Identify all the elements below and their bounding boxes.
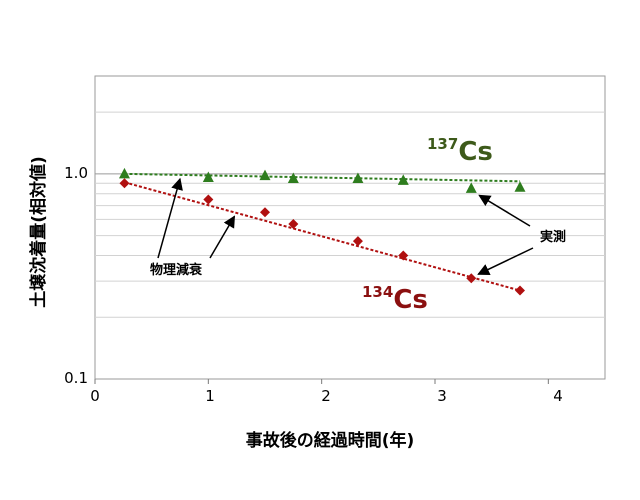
measured-arrow-137 bbox=[478, 194, 531, 227]
x-axis-title: 事故後の経過時間(年) bbox=[246, 430, 415, 451]
data-point-cs134 bbox=[398, 250, 409, 261]
series-label-cs134-element: Cs bbox=[393, 285, 428, 315]
data-point-cs134 bbox=[352, 236, 363, 247]
series-label-cs137-mass: 137 bbox=[427, 135, 458, 153]
y-tick-1.0: 1.0 bbox=[64, 164, 88, 182]
y-axis-title: 土壌沈着量(相対値) bbox=[28, 156, 49, 308]
series-label-cs137: 137Cs bbox=[427, 135, 493, 167]
x-tick-0: 0 bbox=[90, 387, 100, 405]
data-point-cs134 bbox=[288, 218, 299, 229]
physical-decay-label: 物理減衰 bbox=[150, 262, 203, 278]
data-point-cs134 bbox=[119, 178, 130, 189]
data-point-cs137 bbox=[202, 171, 214, 183]
data-point-cs137 bbox=[397, 174, 409, 185]
y-tick-0.1: 0.1 bbox=[64, 369, 88, 387]
physical-decay-arrow-137 bbox=[157, 177, 183, 259]
data-point-cs137 bbox=[514, 181, 526, 192]
tick-labels: 0 1 2 3 4 0.1 1.0 bbox=[64, 164, 563, 405]
annotations: 物理減衰 実測 bbox=[150, 229, 566, 278]
data-point-cs137 bbox=[259, 169, 271, 181]
data-point-cs134 bbox=[515, 285, 525, 296]
data-point-cs137 bbox=[118, 167, 130, 179]
data-point-cs137 bbox=[287, 172, 299, 183]
x-tick-1: 1 bbox=[205, 387, 215, 405]
fit-line-cs134 bbox=[124, 181, 521, 292]
data-point-cs134 bbox=[466, 273, 477, 284]
plot-area bbox=[94, 75, 606, 384]
measured-label: 実測 bbox=[540, 229, 566, 245]
x-tick-3: 3 bbox=[437, 387, 447, 405]
physical-decay-arrow-134 bbox=[209, 215, 236, 259]
x-tick-2: 2 bbox=[321, 387, 331, 405]
data-point-cs137 bbox=[465, 182, 477, 193]
series-label-cs134: 134Cs bbox=[362, 283, 428, 315]
data-point-cs137 bbox=[352, 172, 364, 183]
series-label-cs134-mass: 134 bbox=[362, 283, 393, 301]
fit-line-cs137 bbox=[124, 172, 521, 183]
plot-frame bbox=[94, 75, 606, 380]
series-label-cs137-element: Cs bbox=[458, 137, 493, 167]
data-point-cs134 bbox=[203, 194, 214, 205]
measured-arrow-134 bbox=[477, 247, 534, 275]
x-tick-4: 4 bbox=[553, 387, 563, 405]
data-point-cs134 bbox=[260, 207, 270, 218]
